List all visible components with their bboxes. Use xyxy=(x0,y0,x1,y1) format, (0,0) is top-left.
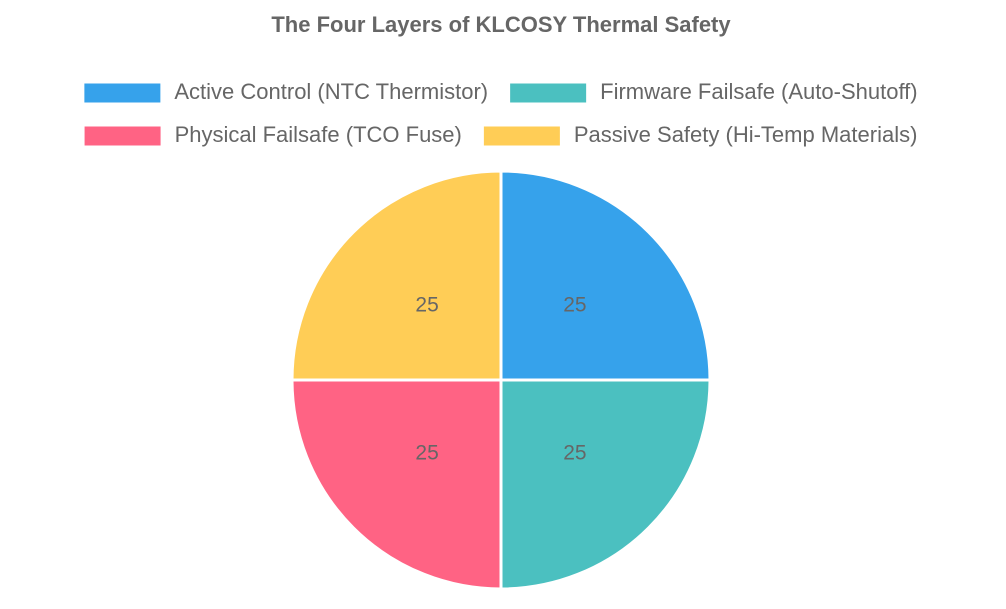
legend-item: Active Control (NTC Thermistor) xyxy=(84,79,488,104)
data-label: 25 xyxy=(563,294,586,317)
legend-item: Firmware Failsafe (Auto-Shutoff) xyxy=(510,79,918,104)
chart-title: The Four Layers of KLCOSY Thermal Safety xyxy=(271,12,731,37)
data-label: 25 xyxy=(415,294,438,317)
legend-swatch xyxy=(483,126,560,146)
legend-swatch xyxy=(84,126,161,146)
legend-item: Physical Failsafe (TCO Fuse) xyxy=(84,122,462,147)
data-label: 25 xyxy=(415,441,438,464)
legend-item: Passive Safety (Hi-Temp Materials) xyxy=(483,122,918,147)
pie-slice xyxy=(499,378,712,591)
legend-label: Active Control (NTC Thermistor) xyxy=(174,79,488,104)
legend-label: Passive Safety (Hi-Temp Materials) xyxy=(574,122,918,147)
legend-swatch xyxy=(84,83,161,103)
data-label: 25 xyxy=(563,441,586,464)
legend-label: Firmware Failsafe (Auto-Shutoff) xyxy=(600,79,917,104)
legend-label: Physical Failsafe (TCO Fuse) xyxy=(175,122,462,147)
pie-slice xyxy=(499,169,712,382)
pie-slice xyxy=(290,378,503,591)
pie-slice xyxy=(290,169,503,382)
legend-swatch xyxy=(510,83,587,103)
